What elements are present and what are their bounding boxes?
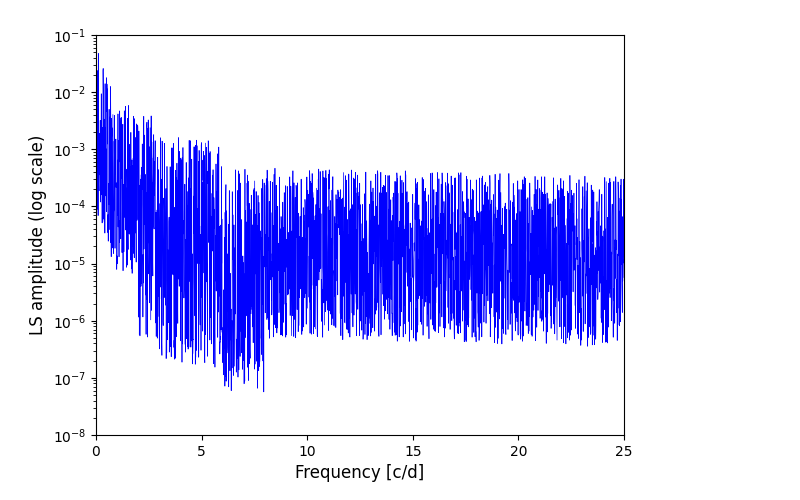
X-axis label: Frequency [c/d]: Frequency [c/d] — [295, 464, 425, 482]
Y-axis label: LS amplitude (log scale): LS amplitude (log scale) — [30, 135, 47, 335]
